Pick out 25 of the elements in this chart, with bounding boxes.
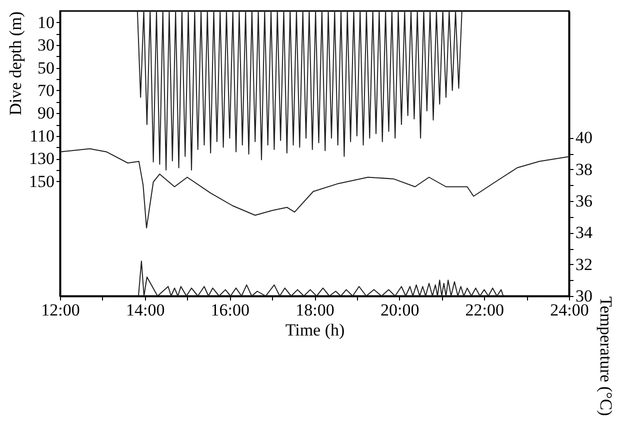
y-tick-label: 50 bbox=[38, 58, 54, 78]
x-tick-label: 22:00 bbox=[465, 300, 504, 320]
y2-tick-label: 38 bbox=[576, 160, 592, 179]
x-tick-label: 14:00 bbox=[126, 300, 165, 320]
y-tick-label: 130 bbox=[29, 149, 54, 168]
y2-tick-label: 34 bbox=[576, 223, 593, 242]
y-tick-label: 70 bbox=[38, 80, 54, 100]
y-axis-title: Dive depth (m) bbox=[6, 12, 25, 116]
y-tick-label: 110 bbox=[30, 126, 54, 146]
line-series bbox=[60, 148, 570, 228]
y2-axis-title: Temperature (°C) bbox=[596, 296, 616, 416]
y2-tick-label: 40 bbox=[576, 128, 592, 148]
line-series bbox=[138, 260, 504, 296]
x-tick-label: 16:00 bbox=[210, 300, 250, 320]
line-series bbox=[136, 10, 462, 170]
y-tick-label: 10 bbox=[38, 12, 54, 32]
y2-tick-label: 36 bbox=[576, 192, 592, 210]
y-tick-label: 90 bbox=[38, 104, 54, 123]
x-tick-label: 18:00 bbox=[296, 300, 334, 320]
x-axis-title: Time (h) bbox=[285, 320, 345, 340]
y2-tick-label: 32 bbox=[576, 254, 592, 274]
x-tick-label: 12:00 bbox=[41, 300, 80, 320]
y-tick-label: 30 bbox=[38, 36, 54, 55]
x-tick-label: 20:00 bbox=[380, 300, 420, 320]
y-tick-label: 150 bbox=[29, 172, 54, 191]
